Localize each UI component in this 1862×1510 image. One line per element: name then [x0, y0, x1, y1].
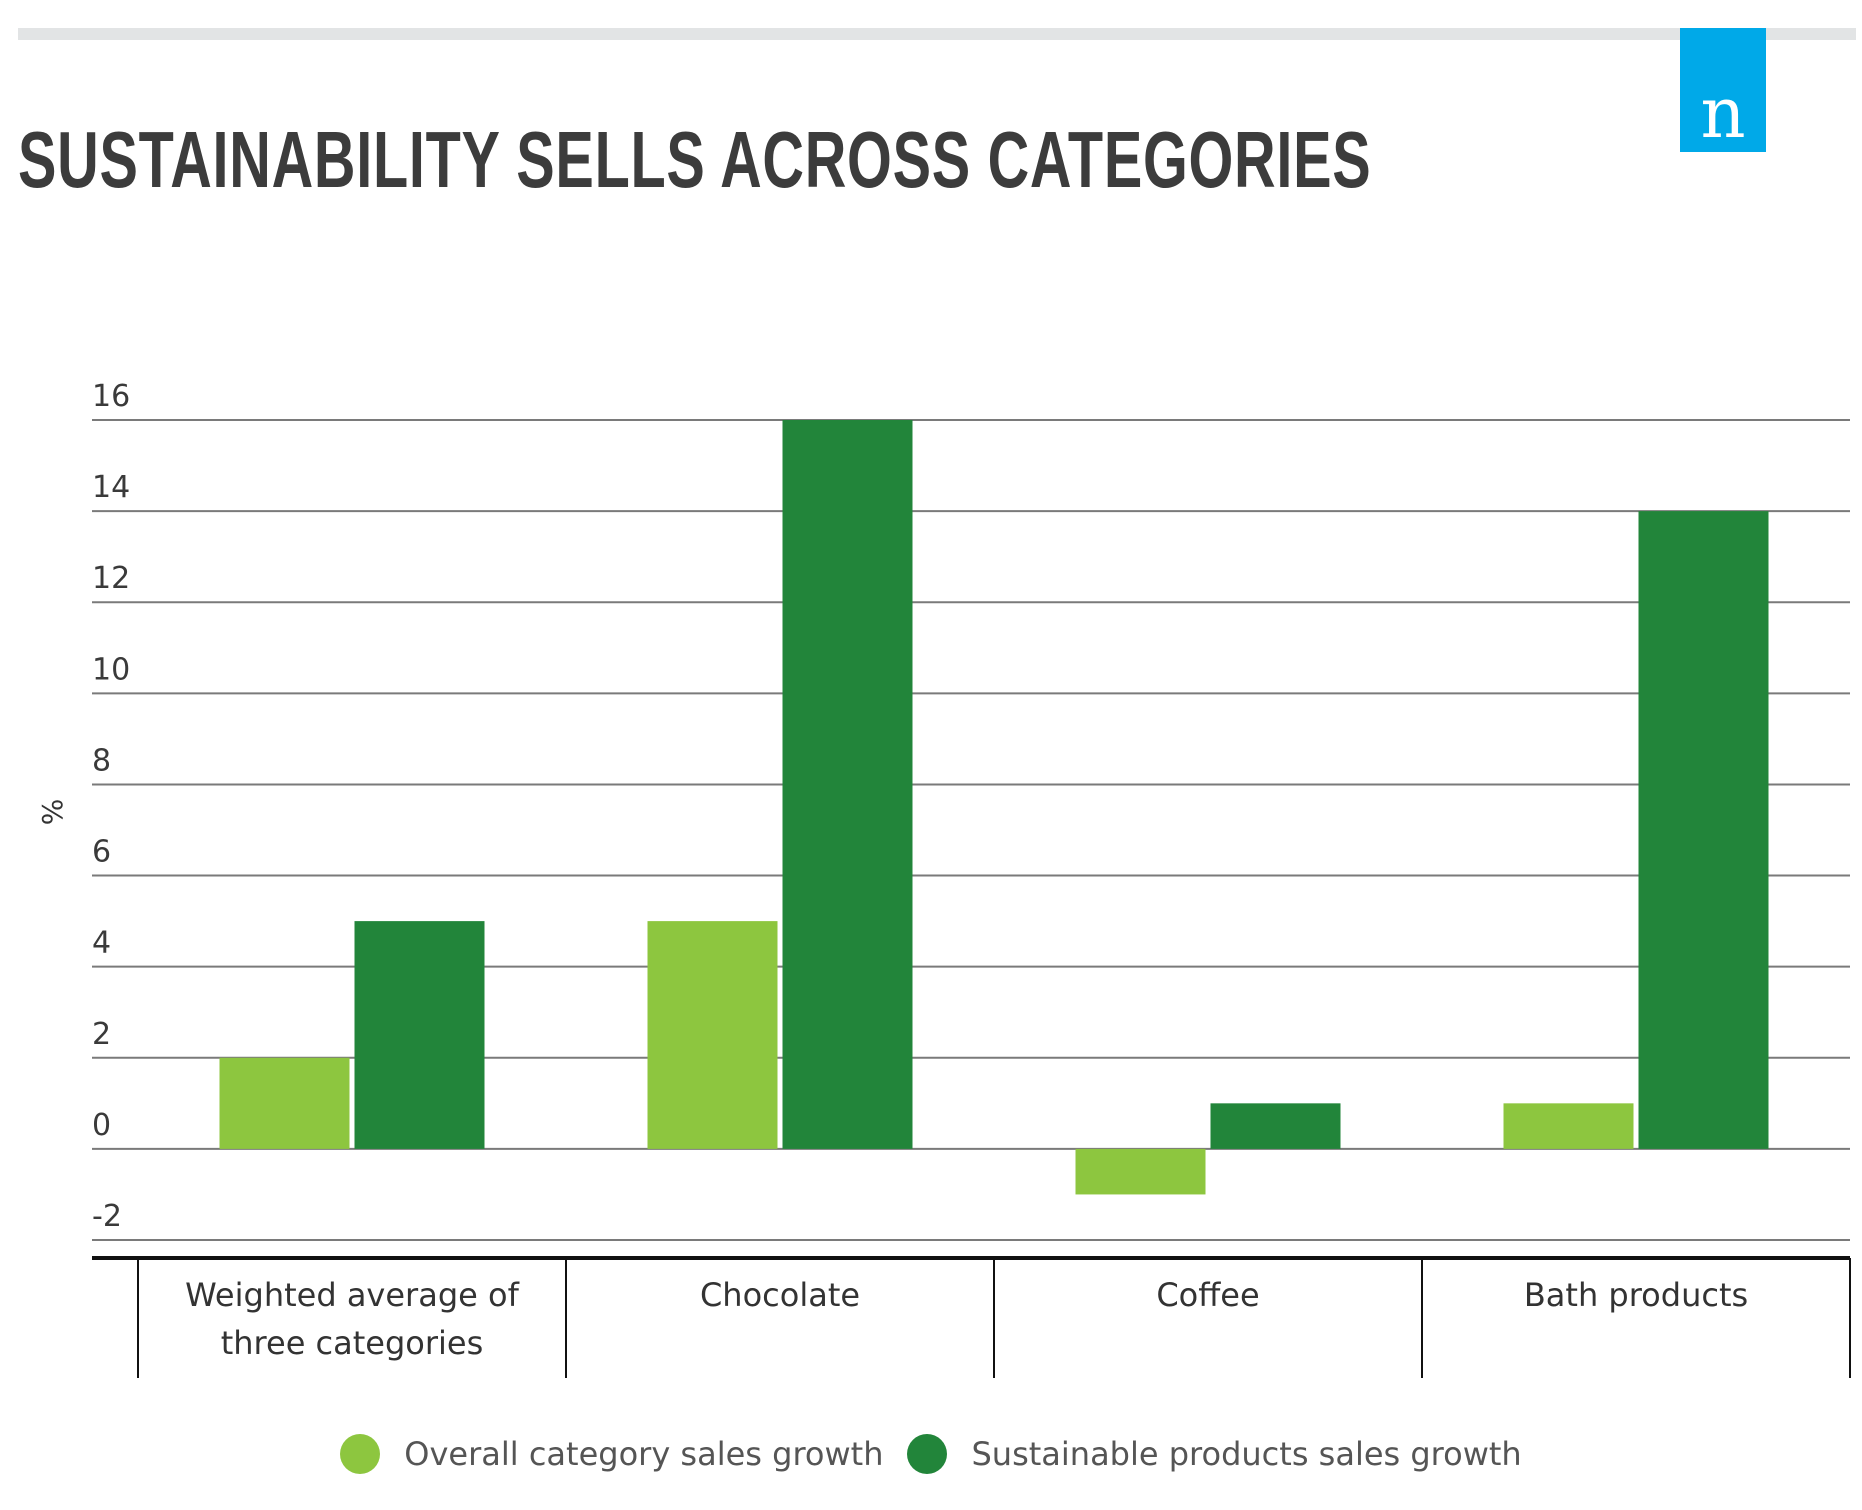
chart-title: SUSTAINABILITY SELLS ACROSS CATEGORIES [18, 115, 1372, 204]
bar [1638, 511, 1769, 1149]
y-tick-label: 2 [92, 1017, 111, 1052]
bar [1210, 1103, 1341, 1149]
legend-swatch [340, 1434, 381, 1474]
bar [647, 921, 778, 1149]
category-label: Weighted average of three categories [185, 1276, 519, 1362]
legend: Overall category sales growth Sustainable… [0, 1434, 1862, 1474]
y-tick-label: 4 [92, 926, 111, 961]
brand-logo-letter: n [1700, 72, 1746, 154]
legend-swatch [907, 1434, 948, 1474]
y-tick-label: -2 [92, 1199, 122, 1234]
y-tick-label: 10 [92, 652, 130, 687]
bar [354, 921, 485, 1149]
category-label: Chocolate [700, 1276, 860, 1314]
bars [219, 420, 1769, 1195]
category-axis: Weighted average of three categories Choco… [92, 1256, 1851, 1378]
bar [1075, 1148, 1206, 1195]
category-label: Coffee [1156, 1276, 1259, 1314]
y-tick-label: 16 [92, 379, 130, 414]
bar [782, 420, 913, 1149]
gridlines [92, 419, 1850, 1241]
legend-item: Sustainable products sales growth [907, 1434, 1522, 1474]
legend-label: Overall category sales growth [404, 1435, 884, 1473]
brand-logo: n [1680, 28, 1766, 152]
y-tick-label: 14 [92, 470, 130, 505]
legend-item: Overall category sales growth [340, 1434, 883, 1474]
y-axis-label: % [36, 799, 69, 826]
y-tick-label: 12 [92, 561, 130, 596]
category-label: Bath products [1524, 1276, 1748, 1314]
bar-chart: 16 14 12 10 8 6 4 2 0 -2 Weighted average of three… [36, 379, 1851, 1378]
bar [219, 1057, 350, 1149]
top-rule [18, 28, 1856, 40]
y-tick-label: 6 [92, 835, 111, 870]
y-tick-labels: 16 14 12 10 8 6 4 2 0 -2 [92, 379, 130, 1234]
bar [1503, 1103, 1634, 1149]
y-tick-label: 0 [92, 1108, 111, 1143]
y-tick-label: 8 [92, 743, 111, 778]
legend-label: Sustainable products sales growth [971, 1435, 1522, 1473]
